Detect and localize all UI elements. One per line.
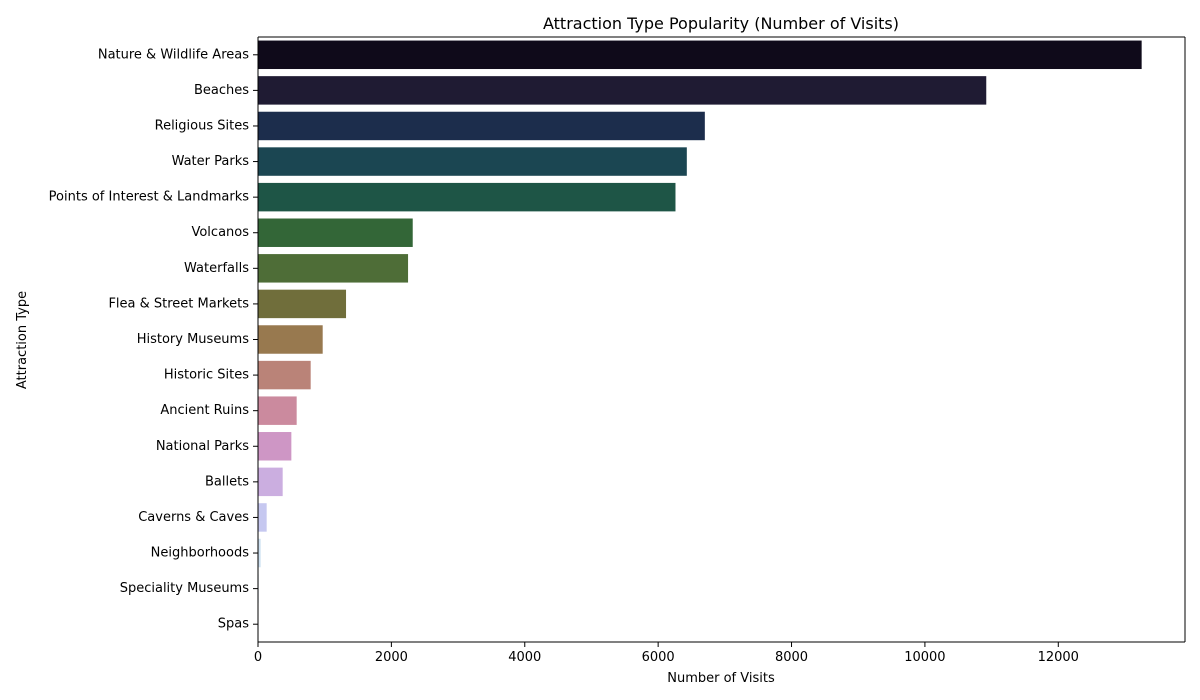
category-label: Water Parks xyxy=(172,154,250,169)
category-label: Ancient Ruins xyxy=(160,403,249,418)
x-tick-label: 10000 xyxy=(904,650,945,665)
bars-group xyxy=(258,40,1142,639)
category-label: Caverns & Caves xyxy=(138,510,249,525)
y-axis-title: Attraction Type xyxy=(15,291,30,389)
x-tick-label: 2000 xyxy=(375,650,408,665)
bar xyxy=(258,254,409,283)
category-label: Neighborhoods xyxy=(151,546,250,561)
bar xyxy=(258,503,267,532)
bar xyxy=(258,325,323,354)
bar xyxy=(258,360,311,390)
category-label: Waterfalls xyxy=(184,261,249,276)
x-tick-label: 0 xyxy=(254,650,262,665)
bar xyxy=(258,111,705,141)
x-tick-label: 12000 xyxy=(1038,650,1079,665)
chart-title: Attraction Type Popularity (Number of Vi… xyxy=(543,14,899,33)
category-label: Religious Sites xyxy=(155,118,250,133)
bar xyxy=(258,289,347,319)
category-label: Nature & Wildlife Areas xyxy=(98,47,249,62)
x-tick-label: 6000 xyxy=(642,650,675,665)
bar xyxy=(258,40,1142,70)
bar xyxy=(258,432,292,461)
category-label: Beaches xyxy=(194,83,249,98)
category-label: Points of Interest & Landmarks xyxy=(49,190,250,205)
category-label: History Museums xyxy=(137,332,250,347)
bar xyxy=(258,538,261,568)
x-tick-label: 4000 xyxy=(508,650,541,665)
bar xyxy=(258,76,987,105)
category-label: National Parks xyxy=(156,439,249,454)
category-label: Flea & Street Markets xyxy=(108,296,249,311)
x-tick-label: 8000 xyxy=(775,650,808,665)
category-label: Speciality Museums xyxy=(120,581,250,596)
category-label: Ballets xyxy=(205,474,249,489)
category-labels: Nature & Wildlife Areas Beaches Religious … xyxy=(49,47,258,632)
bar xyxy=(258,147,687,176)
category-label: Volcanos xyxy=(191,225,249,240)
bar xyxy=(258,396,297,425)
x-axis-ticks: 0 2000 4000 6000 8000 10000 12000 xyxy=(254,642,1079,665)
bar xyxy=(258,218,413,247)
bar xyxy=(258,467,283,497)
bar xyxy=(258,182,676,212)
x-axis-title: Number of Visits xyxy=(667,671,775,686)
category-label: Historic Sites xyxy=(164,368,249,383)
category-label: Spas xyxy=(218,617,249,632)
